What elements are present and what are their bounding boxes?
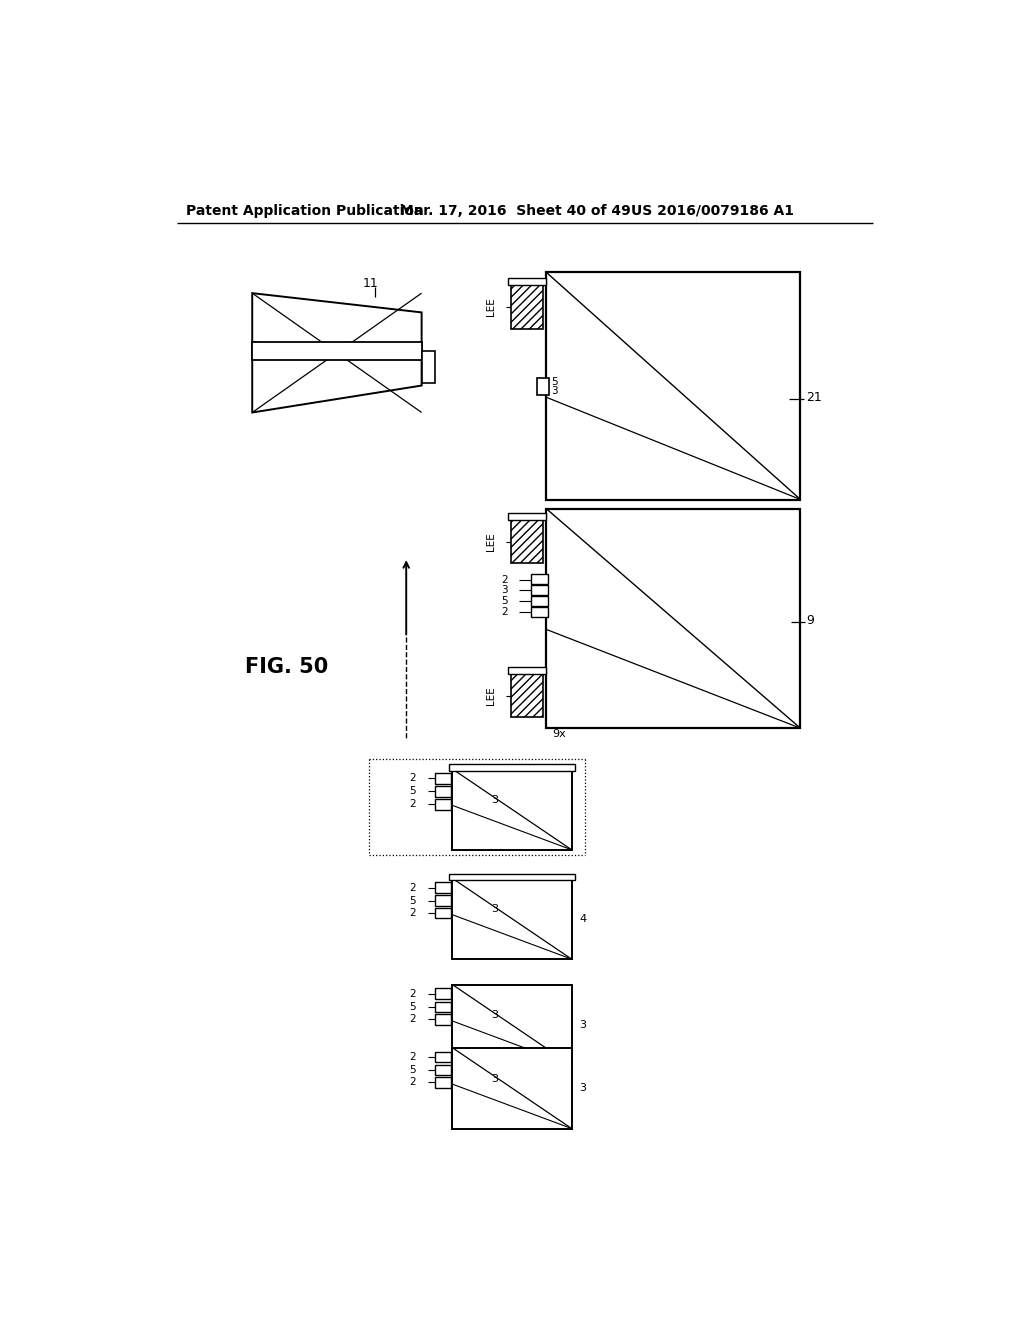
Bar [435, 799, 451, 809]
Text: LEE: LEE [485, 532, 496, 552]
Bar [547, 272, 801, 499]
Bar [435, 785, 451, 797]
Text: US 2016/0079186 A1: US 2016/0079186 A1 [631, 203, 794, 218]
Bar [538, 378, 549, 395]
Text: 3: 3 [580, 1020, 587, 1030]
Text: 5: 5 [551, 378, 558, 388]
Text: LEE: LEE [485, 686, 496, 705]
Text: 3: 3 [551, 385, 558, 396]
Bar [547, 508, 801, 729]
Text: 2: 2 [410, 989, 416, 999]
Bar [435, 1052, 451, 1063]
Text: 2: 2 [501, 607, 508, 616]
Text: 9: 9 [807, 614, 814, 627]
Text: 3: 3 [501, 585, 508, 595]
Bar [435, 1077, 451, 1088]
Bar [508, 277, 547, 285]
Text: 5: 5 [501, 597, 508, 606]
Text: 2: 2 [410, 883, 416, 892]
Bar [435, 1002, 451, 1012]
Text: 2: 2 [410, 908, 416, 917]
Text: LEE: LEE [485, 297, 496, 317]
Bar [450, 874, 574, 880]
Bar [453, 985, 571, 1065]
Text: 2: 2 [410, 1077, 416, 1088]
Bar [252, 342, 422, 360]
Text: 21: 21 [807, 391, 822, 404]
Bar [453, 770, 571, 850]
Bar [531, 595, 548, 606]
Bar [508, 667, 547, 675]
Text: 9x: 9x [553, 730, 566, 739]
Bar [453, 1048, 571, 1129]
Bar [508, 512, 547, 520]
Text: 4: 4 [580, 913, 587, 924]
Text: 2: 2 [410, 774, 416, 783]
Text: 5: 5 [410, 787, 416, 796]
Bar [511, 519, 544, 564]
Bar [435, 882, 451, 892]
Text: 2: 2 [410, 1014, 416, 1024]
Bar [422, 351, 435, 383]
Text: 5: 5 [410, 896, 416, 906]
Text: 2: 2 [501, 574, 508, 585]
Bar [531, 574, 548, 585]
Text: 3: 3 [490, 1073, 498, 1084]
Text: 11: 11 [364, 277, 379, 290]
Polygon shape [252, 347, 422, 412]
Bar [435, 908, 451, 919]
Text: 3: 3 [490, 904, 498, 915]
Text: 2: 2 [410, 1052, 416, 1063]
Bar [531, 585, 548, 595]
Text: FIG. 50: FIG. 50 [245, 656, 328, 677]
Bar [435, 895, 451, 906]
Bar [511, 284, 544, 329]
Text: Mar. 17, 2016  Sheet 40 of 49: Mar. 17, 2016 Sheet 40 of 49 [400, 203, 631, 218]
Text: Patent Application Publication: Patent Application Publication [186, 203, 424, 218]
Bar [453, 878, 571, 960]
Bar [435, 1065, 451, 1076]
Bar [435, 989, 451, 999]
Text: 3: 3 [490, 795, 498, 805]
Bar [435, 774, 451, 784]
Bar [531, 607, 548, 616]
Bar [435, 1014, 451, 1024]
Text: 5: 5 [410, 1002, 416, 1012]
Polygon shape [252, 293, 422, 351]
Text: 5: 5 [410, 1065, 416, 1074]
Bar [511, 673, 544, 718]
Text: 3: 3 [490, 1010, 498, 1020]
Bar [450, 764, 574, 771]
Text: 2: 2 [410, 800, 416, 809]
Text: 3: 3 [580, 1084, 587, 1093]
